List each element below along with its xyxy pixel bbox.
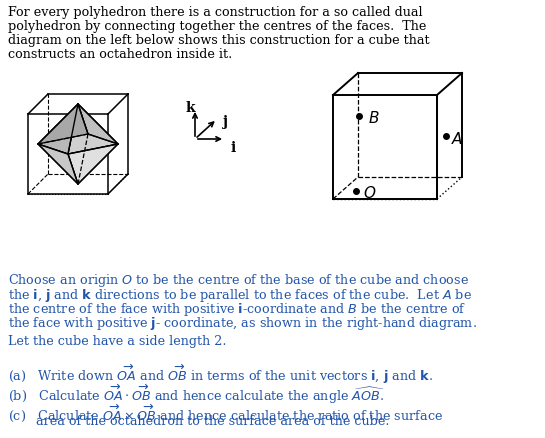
Text: (c)   Calculate $\overrightarrow{OA} \times \overrightarrow{OB}$ and hence calcu: (c) Calculate $\overrightarrow{OA} \time…	[8, 402, 443, 423]
Text: k: k	[185, 101, 195, 115]
Text: $B$: $B$	[368, 110, 379, 126]
Text: constructs an octahedron inside it.: constructs an octahedron inside it.	[8, 48, 232, 61]
Text: polyhedron by connecting together the centres of the faces.  The: polyhedron by connecting together the ce…	[8, 20, 426, 33]
Text: Choose an origin $O$ to be the centre of the base of the cube and choose: Choose an origin $O$ to be the centre of…	[8, 272, 469, 288]
Text: i: i	[231, 141, 235, 155]
Text: (a)   Write down $\overrightarrow{OA}$ and $\overrightarrow{OB}$ in terms of the: (a) Write down $\overrightarrow{OA}$ and…	[8, 362, 433, 385]
Polygon shape	[38, 105, 78, 155]
Polygon shape	[38, 145, 78, 184]
Polygon shape	[68, 105, 118, 155]
Text: Let the cube have a side length 2.: Let the cube have a side length 2.	[8, 334, 227, 347]
Text: For every polyhedron there is a construction for a so called dual: For every polyhedron there is a construc…	[8, 6, 422, 19]
Text: the centre of the face with positive $\mathbf{i}$-coordinate and $B$ be the cent: the centre of the face with positive $\m…	[8, 300, 467, 317]
Text: $A$: $A$	[451, 131, 463, 147]
Text: area of the octahedron to the surface area of the cube.: area of the octahedron to the surface ar…	[8, 414, 390, 427]
Polygon shape	[78, 105, 118, 145]
Text: (b)   Calculate $\overrightarrow{OA} \cdot \overrightarrow{OB}$ and hence calcul: (b) Calculate $\overrightarrow{OA} \cdot…	[8, 381, 384, 405]
Text: the face with positive $\mathbf{j}$- coordinate, as shown in the right-hand diag: the face with positive $\mathbf{j}$- coo…	[8, 315, 477, 332]
Text: diagram on the left below shows this construction for a cube that: diagram on the left below shows this con…	[8, 34, 429, 47]
Text: $O$: $O$	[363, 184, 377, 201]
Text: the $\mathbf{i}$, $\mathbf{j}$ and $\mathbf{k}$ directions to be parallel to the: the $\mathbf{i}$, $\mathbf{j}$ and $\mat…	[8, 286, 472, 303]
Polygon shape	[68, 145, 118, 184]
Polygon shape	[38, 105, 88, 145]
Text: j: j	[222, 115, 227, 129]
